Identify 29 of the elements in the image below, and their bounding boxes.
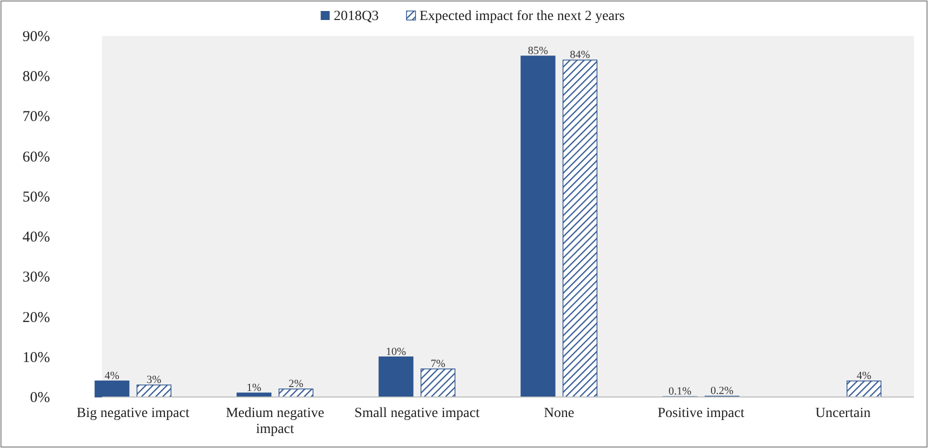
y-tick-label: 80% — [22, 69, 50, 86]
data-label: 2% — [288, 378, 304, 390]
x-tick-label: Medium negative impact — [226, 406, 324, 437]
y-tick-label: 60% — [22, 149, 50, 166]
legend-label: 2018Q3 — [334, 9, 379, 24]
x-tick-label: Uncertain — [815, 406, 871, 421]
x-tick-label: Big negative impact — [76, 406, 190, 421]
data-label: 3% — [146, 374, 162, 386]
data-label: 84% — [570, 49, 590, 62]
y-tick-label: 30% — [22, 270, 50, 286]
data-label: 0.1% — [668, 386, 692, 398]
data-label: 4% — [856, 370, 872, 382]
y-tick-label: 70% — [22, 109, 50, 126]
x-tick-label: None — [544, 406, 574, 421]
y-tick-label: 0% — [30, 390, 50, 406]
data-label: 1% — [246, 382, 262, 394]
legend-label: Expected impact for the next 2 years — [420, 9, 625, 24]
data-label: 7% — [430, 358, 446, 370]
y-tick-label: 20% — [22, 310, 50, 326]
data-label: 4% — [104, 370, 120, 382]
x-tick-label: Small negative impact — [354, 406, 480, 421]
y-tick-label: 10% — [22, 350, 50, 366]
y-tick-label: 40% — [22, 230, 50, 246]
y-tick-label: 50% — [22, 189, 50, 206]
x-tick-label: Positive impact — [658, 406, 744, 421]
data-label: 10% — [386, 346, 406, 358]
y-tick-label: 90% — [22, 29, 50, 45]
data-label: 0.2% — [710, 385, 734, 398]
data-label: 85% — [528, 45, 548, 58]
